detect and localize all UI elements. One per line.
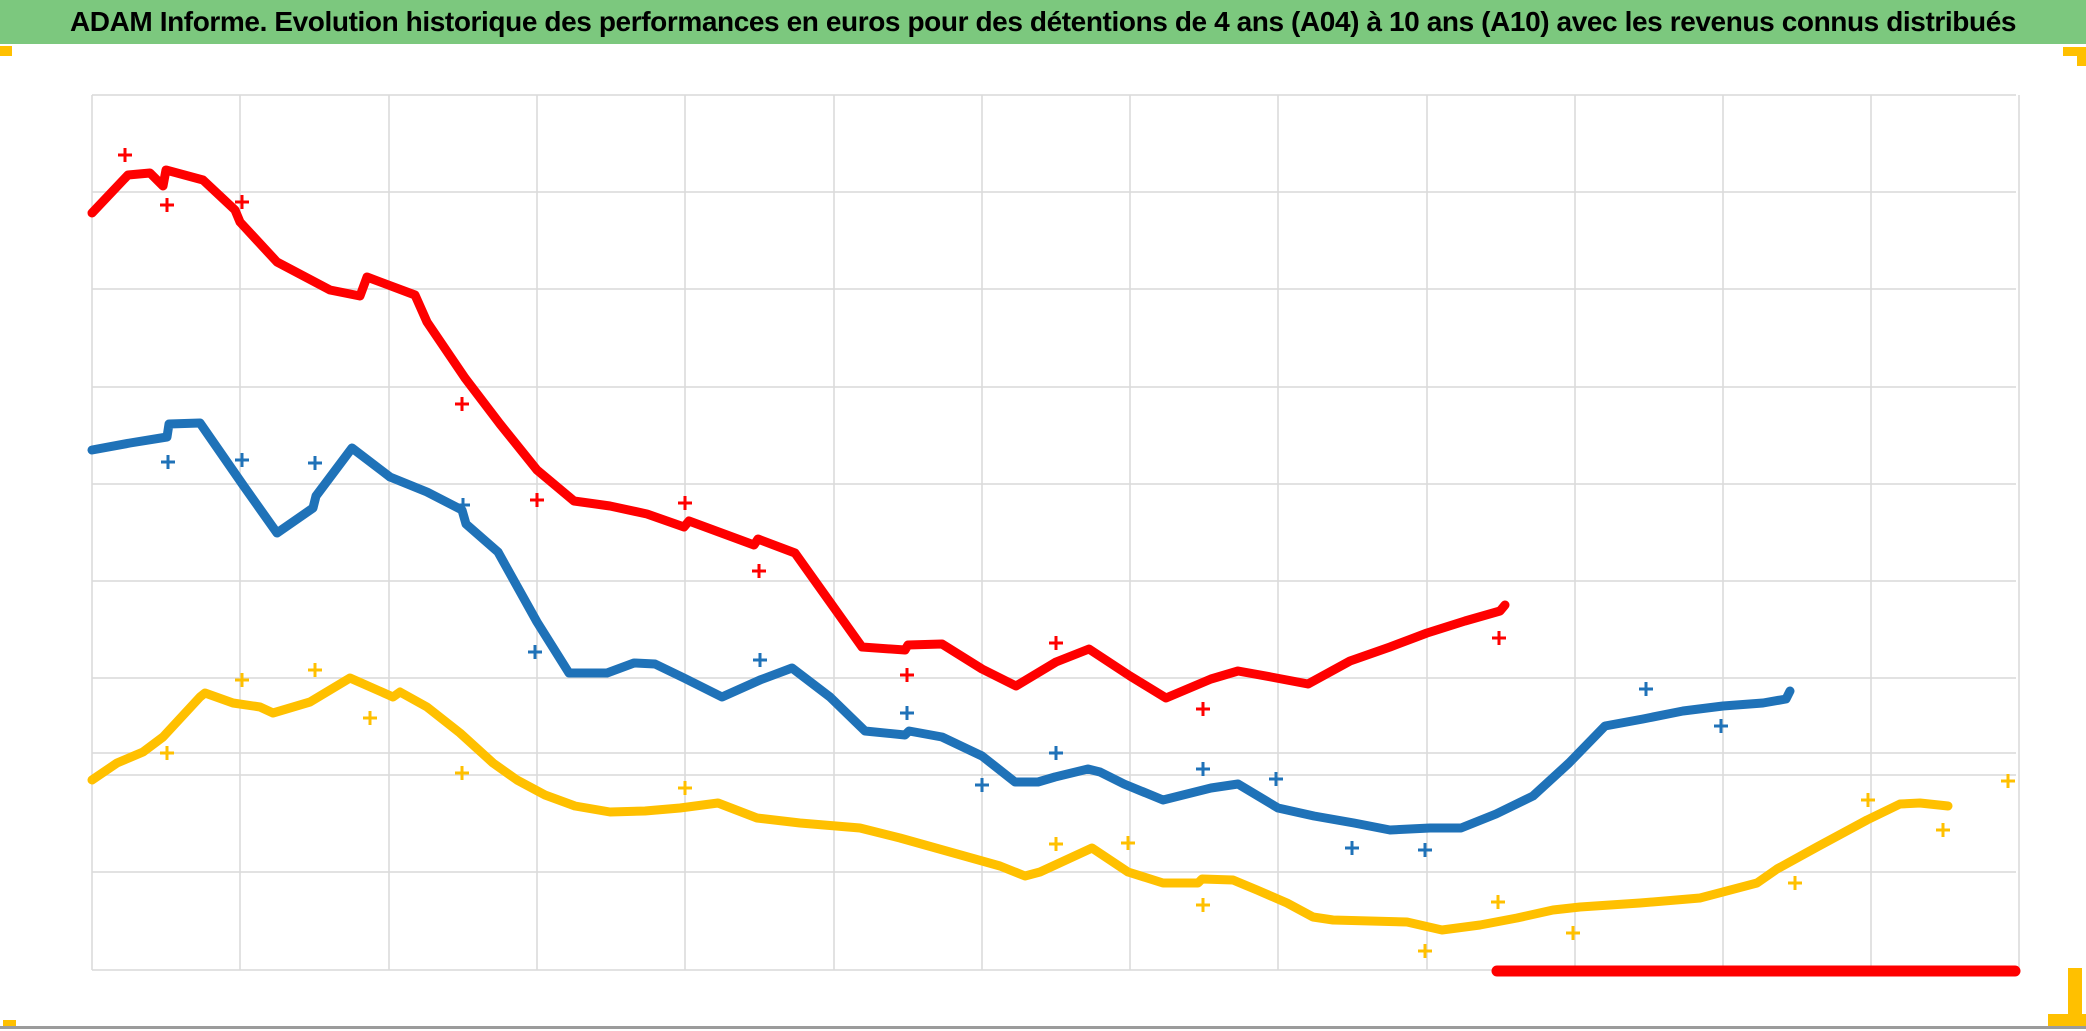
red-series-outlier-marker — [900, 668, 914, 682]
blue-series-outlier-marker — [528, 645, 542, 659]
gridlines — [91, 94, 2020, 971]
red-series-outlier-marker — [160, 198, 174, 212]
series-yellow-series — [87, 663, 2015, 958]
red-series-outlier-marker — [1196, 702, 1210, 716]
blue-series-outlier-marker — [1269, 772, 1283, 786]
blue-series-outlier-marker — [1049, 746, 1063, 760]
yellow-series-outlier-marker — [1788, 876, 1802, 890]
red-series-outlier-marker — [455, 397, 469, 411]
yellow-series-outlier-marker — [1566, 926, 1580, 940]
red-series-outlier-marker — [235, 195, 249, 209]
yellow-corner-mark — [2077, 47, 2086, 66]
chart-title-bar: ADAM Informe. Evolution historique des p… — [0, 0, 2086, 44]
yellow-series-outlier-marker — [1418, 944, 1432, 958]
series-blue-series — [87, 418, 1795, 857]
yellow-corner-mark — [2048, 1014, 2086, 1027]
yellow-series-outlier-marker — [1121, 836, 1135, 850]
blue-series-outlier-marker — [235, 453, 249, 467]
yellow-series-line — [87, 673, 1953, 935]
red-series-outlier-marker — [118, 148, 132, 162]
yellow-corner-mark — [2063, 47, 2086, 56]
blue-series-outlier-marker — [1345, 841, 1359, 855]
yellow-series-outlier-marker — [1491, 895, 1505, 909]
blue-series-outlier-marker — [456, 498, 470, 512]
red-series-outlier-marker — [1492, 631, 1506, 645]
yellow-series-outlier-marker — [455, 766, 469, 780]
yellow-corner-mark — [2068, 968, 2082, 1027]
red-series-outlier-marker — [752, 564, 766, 578]
blue-series-outlier-marker — [1714, 719, 1728, 733]
yellow-series-outlier-marker — [308, 663, 322, 677]
blue-series-outlier-marker — [308, 456, 322, 470]
bottom-border — [0, 1026, 2086, 1029]
blue-series-line — [87, 418, 1795, 835]
red-series-outlier-marker — [678, 496, 692, 510]
blue-series-outlier-marker — [1196, 762, 1210, 776]
yellow-corner-mark — [3, 1020, 16, 1029]
blue-series-outlier-marker — [1418, 843, 1432, 857]
blue-series-outlier-marker — [753, 653, 767, 667]
plot-svg — [87, 94, 2021, 977]
yellow-series-outlier-marker — [160, 746, 174, 760]
yellow-series-outlier-marker — [235, 673, 249, 687]
blue-series-outlier-marker — [900, 706, 914, 720]
blue-series-outlier-marker — [161, 455, 175, 469]
blue-series-outlier-marker — [1639, 682, 1653, 696]
yellow-series-outlier-marker — [2001, 774, 2015, 788]
series-red-series — [87, 148, 1510, 716]
yellow-series-outlier-marker — [1936, 823, 1950, 837]
yellow-series-outlier-marker — [363, 711, 377, 725]
yellow-series-outlier-marker — [1861, 793, 1875, 807]
yellow-series-outlier-marker — [678, 781, 692, 795]
chart-title: ADAM Informe. Evolution historique des p… — [69, 6, 2017, 37]
red-series-line — [87, 165, 1510, 703]
blue-series-outlier-marker — [975, 778, 989, 792]
yellow-series-outlier-marker — [1049, 837, 1063, 851]
performance-chart[interactable] — [0, 44, 2086, 1028]
yellow-series-outlier-marker — [1196, 898, 1210, 912]
yellow-corner-mark — [0, 46, 12, 56]
red-series-outlier-marker — [530, 493, 544, 507]
red-series-outlier-marker — [1049, 636, 1063, 650]
